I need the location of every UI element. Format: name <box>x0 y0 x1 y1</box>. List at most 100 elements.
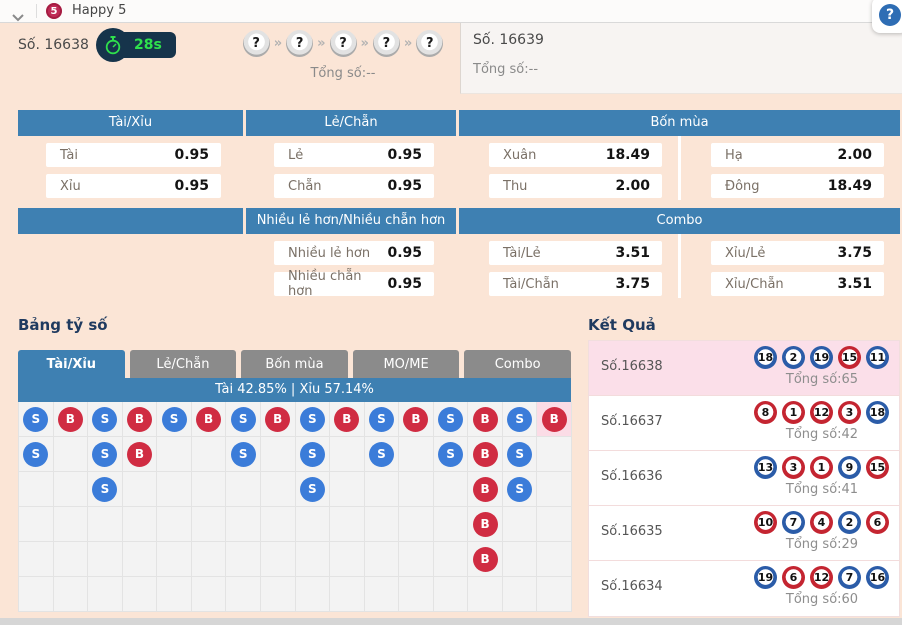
grid-cell <box>433 542 469 577</box>
grid-cell: B <box>122 402 158 437</box>
result-ball-icon: 6 <box>782 566 805 589</box>
result-row: Số.16637 8 1 12 3 18 Tổng số:42 <box>589 396 899 451</box>
odds-section-header: Tài/Xỉu <box>18 110 243 136</box>
result-ball-icon: 19 <box>810 346 833 369</box>
grid-cell <box>330 542 365 577</box>
next-arrow-icon: » <box>273 36 283 51</box>
small-ball-icon: S <box>230 406 256 432</box>
grid-cell <box>399 472 434 507</box>
percentage-bar: Tài 42.85% | Xỉu 57.14% <box>18 378 571 402</box>
odds-section-combo: Combo Tài/Lẻ 3.51 Tài/Chẵn 3.75 Xỉu/Lẻ 3.75 Xỉu… <box>459 208 900 298</box>
big-ball-icon: B <box>403 406 429 432</box>
grid-cell <box>330 577 365 612</box>
result-row: Số.16635 10 7 4 2 6 Tổng số:29 <box>589 506 899 561</box>
help-button[interactable]: ? <box>872 0 902 33</box>
result-ball-icon: 13 <box>754 456 777 479</box>
result-ball-icon: 1 <box>810 456 833 479</box>
bet-nhi-u-l-h-n[interactable]: Nhiều lẻ hơn 0.95 <box>274 241 434 265</box>
result-balls: 13 3 1 9 15 <box>754 456 889 479</box>
grid-cell <box>88 507 123 542</box>
bet-x-u-l[interactable]: Xỉu/Lẻ 3.75 <box>711 241 884 265</box>
grid-cell <box>468 577 503 612</box>
round-header: Số. 16638 28s ?»?»?»?»? Tổng số:-- Số. 1… <box>0 22 902 100</box>
grid-cell <box>537 507 572 542</box>
odds-section-header: Bốn mùa <box>459 110 900 136</box>
tab-t-i-x-u[interactable]: Tài/Xỉu <box>18 350 125 378</box>
bet-label: Hạ <box>725 147 743 163</box>
small-ball-icon: S <box>507 406 533 432</box>
mystery-ball-icon: ? <box>416 30 444 57</box>
grid-cell <box>19 507 54 542</box>
grid-cell: B <box>330 402 365 437</box>
bet-h[interactable]: Hạ 2.00 <box>711 143 884 167</box>
small-ball-icon: S <box>299 406 325 432</box>
result-ball-icon: 8 <box>754 401 777 424</box>
tab-l-ch-n[interactable]: Lẻ/Chẵn <box>129 350 237 378</box>
bet-thu[interactable]: Thu 2.00 <box>489 174 662 198</box>
chevron-down-icon[interactable] <box>12 7 24 26</box>
tab-mo-me[interactable]: MO/ME <box>352 350 460 378</box>
grid-cell <box>88 577 123 612</box>
grid-cell <box>260 437 296 472</box>
stopwatch-icon <box>96 28 130 62</box>
result-total: Tổng số:41 <box>785 482 859 497</box>
grid-cell <box>19 577 54 612</box>
result-row: Số.16634 19 6 12 7 16 Tổng số:60 <box>589 561 899 615</box>
grid-cell <box>122 472 158 507</box>
grid-cell: S <box>364 402 400 437</box>
grid-cell <box>53 542 89 577</box>
grid-cell <box>226 577 261 612</box>
bet-t-i[interactable]: Tài 0.95 <box>46 143 221 167</box>
bet-x-u[interactable]: Xỉu 0.95 <box>46 174 221 198</box>
result-balls: 8 1 12 3 18 <box>754 401 889 424</box>
grid-cell <box>191 507 227 542</box>
result-ball-icon: 19 <box>754 566 777 589</box>
odds-section-body: Lẻ 0.95 Chẵn 0.95 <box>246 136 456 200</box>
bet-odds: 0.95 <box>387 178 422 194</box>
result-ball-icon: 7 <box>838 566 861 589</box>
bet-nhi-u-ch-n-h-n[interactable]: Nhiều chẵn hơn 0.95 <box>274 269 434 299</box>
small-ball-icon: S <box>368 441 394 467</box>
grid-cell: B <box>468 507 503 542</box>
next-arrow-icon: » <box>360 36 369 51</box>
grid-cell <box>53 507 89 542</box>
grid-cell: S <box>226 402 261 437</box>
mystery-balls: ?»?»?»?»? <box>230 30 456 57</box>
current-round-total: Tổng số:-- <box>310 66 376 81</box>
bet-label: Xỉu <box>60 178 81 194</box>
grid-cell <box>157 542 192 577</box>
grid-cell: S <box>502 472 538 507</box>
bet-label: Xỉu/Lẻ <box>725 245 766 261</box>
odds-section-body: Tài 0.95 Xỉu 0.95 <box>18 136 243 200</box>
odds-section-nhi-u-l-h-n-nhi-u-ch-n-h-n: Nhiều lẻ hơn/Nhiều chẵn hơn Nhiều lẻ hơn 0… <box>246 208 456 299</box>
grid-cell: S <box>502 437 538 472</box>
grid-cell <box>433 577 469 612</box>
grid-cell <box>399 437 434 472</box>
countdown-timer: 28s <box>96 28 176 62</box>
bet-label: Nhiều chẵn hơn <box>288 269 362 299</box>
bet-t-i-ch-n[interactable]: Tài/Chẵn 3.75 <box>489 272 662 296</box>
bet-odds: 18.49 <box>605 147 650 163</box>
result-ball-icon: 2 <box>782 346 805 369</box>
result-ball-icon: 1 <box>782 401 805 424</box>
scoreboard-tabs: Tài/Xỉu Lẻ/Chẵn Bốn mùa MO/ME Combo <box>18 350 571 378</box>
bet-xu-n[interactable]: Xuân 18.49 <box>489 143 662 167</box>
bet-x-u-ch-n[interactable]: Xỉu/Chẵn 3.51 <box>711 272 884 296</box>
result-ball-icon: 15 <box>838 346 861 369</box>
bet-odds: 3.75 <box>837 245 872 261</box>
bet-ng[interactable]: Đông 18.49 <box>711 174 884 198</box>
big-ball-icon: B <box>334 406 360 432</box>
bet-ch-n[interactable]: Chẵn 0.95 <box>274 174 434 198</box>
tab-combo[interactable]: Combo <box>464 350 571 378</box>
grid-cell <box>157 437 192 472</box>
grid-cell <box>260 472 296 507</box>
result-ball-icon: 12 <box>810 566 833 589</box>
tab-b-n-m-a[interactable]: Bốn mùa <box>241 350 348 378</box>
big-ball-icon: B <box>472 441 498 467</box>
bet-l[interactable]: Lẻ 0.95 <box>274 143 434 167</box>
current-round-number: Số. 16638 <box>18 37 89 53</box>
bet-t-i-l[interactable]: Tài/Lẻ 3.51 <box>489 241 662 265</box>
small-ball-icon: S <box>23 441 49 467</box>
grid-cell <box>399 507 434 542</box>
grid-cell: B <box>122 437 158 472</box>
